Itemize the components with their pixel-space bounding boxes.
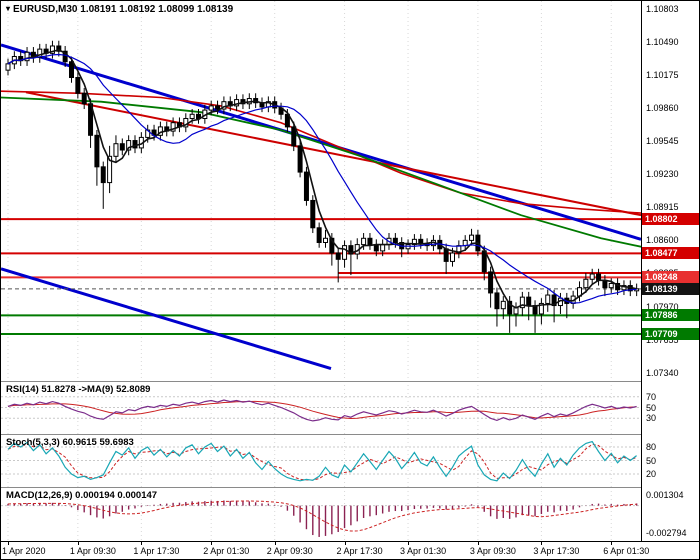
stoch-label: Stoch(5,3,3) 60.9615 59.6983: [6, 437, 134, 448]
axis-tick-label: 1.08600: [646, 235, 679, 246]
chart-header: ▾ EURUSD,M30 1.08191 1.08192 1.08099 1.08…: [6, 4, 233, 15]
axis-tick-label: 50: [646, 402, 657, 413]
axis-tick-label: 80: [646, 442, 657, 452]
time-tick-label: 2 Apr 09:30: [266, 546, 313, 556]
symbol-marker-icon: ▾: [6, 4, 11, 13]
macd-label: MACD(12,26,9) 0.000194 0.000147: [6, 490, 158, 501]
axis-tick-label: 1.07970: [646, 301, 679, 312]
price-level-badge: 1.08248: [642, 271, 699, 284]
axis-tick-label: -0.002794: [646, 528, 687, 538]
axis-tick-label: 1.09545: [646, 136, 679, 147]
price-level-badge: 1.08477: [642, 247, 699, 260]
rsi-label: RSI(14) 51.8278 ->MA(9) 52.8089: [6, 384, 151, 395]
axis-tick-label: 1.09860: [646, 102, 679, 113]
time-tick-label: 3 Apr 01:30: [400, 546, 447, 556]
time-tick-label: 1 Apr 2020: [2, 546, 46, 556]
price-level-badge: 1.08802: [642, 213, 699, 226]
time-tick-mark: [211, 542, 213, 545]
panel-separator[interactable]: [1, 487, 699, 488]
time-tick-mark: [77, 542, 79, 545]
axis-tick-label: 20: [646, 469, 657, 479]
price-level-badge: 1.08139: [642, 282, 699, 295]
time-tick-label: 2 Apr 01:30: [203, 546, 250, 556]
axis-tick-label: 30: [646, 413, 657, 424]
axis-tick-label: 70: [646, 391, 657, 402]
stoch-canvas[interactable]: [1, 434, 641, 487]
time-tick-mark: [274, 542, 276, 545]
time-tick-label: 3 Apr 17:30: [533, 546, 580, 556]
panel-separator[interactable]: [1, 381, 699, 382]
time-tick-mark: [344, 542, 346, 545]
axis-tick-label: 50: [646, 455, 657, 466]
axis-tick-label: 1.10490: [646, 36, 679, 47]
main-chart-canvas[interactable]: [1, 1, 641, 381]
axis-tick-label: 1.10803: [646, 3, 679, 14]
axis-tick-label: 1.10175: [646, 69, 679, 80]
time-tick-label: 1 Apr 09:30: [69, 546, 116, 556]
time-tick-mark: [477, 542, 479, 545]
time-tick-mark: [141, 542, 143, 545]
time-tick-mark: [408, 542, 410, 545]
panel-separator[interactable]: [1, 434, 699, 435]
time-tick-label: 3 Apr 09:30: [469, 546, 516, 556]
time-tick-label: 6 Apr 01:30: [603, 546, 650, 556]
axis-tick-label: 0.001304: [646, 490, 684, 500]
price-level-badge: 1.07886: [642, 309, 699, 322]
axis-tick-label: 1.07340: [646, 367, 679, 378]
time-tick-mark: [541, 542, 543, 545]
time-tick-label: 1 Apr 17:30: [133, 546, 180, 556]
rsi-canvas[interactable]: [1, 381, 641, 434]
axis-tick-label: 1.08915: [646, 202, 679, 213]
price-level-badge: 1.07709: [642, 328, 699, 341]
time-tick-mark: [8, 542, 9, 545]
price-axis[interactable]: 1.10803 1.10490 1.10175 1.09860 1.09545 1.092…: [641, 1, 699, 541]
time-tick-mark: [611, 542, 613, 545]
symbol-ohlc-label: EURUSD,M30 1.08191 1.08192 1.08099 1.081…: [13, 4, 234, 15]
axis-tick-label: 1.09230: [646, 169, 679, 180]
time-axis[interactable]: 1 Apr 2020 1 Apr 09:30 1 Apr 17:30 2 Apr 01…: [1, 541, 699, 559]
time-tick-label: 2 Apr 17:30: [336, 546, 383, 556]
macd-canvas[interactable]: [1, 487, 641, 541]
